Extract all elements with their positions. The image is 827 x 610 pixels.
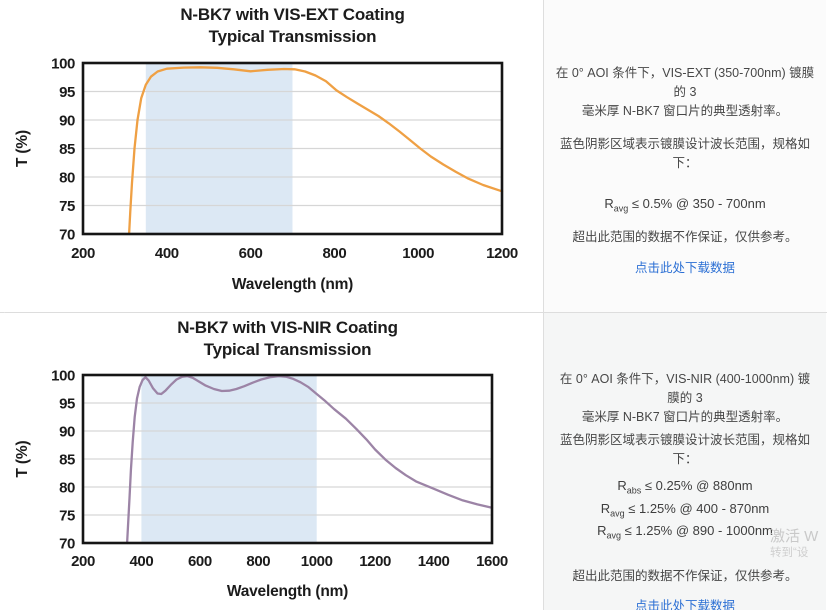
download-data-link[interactable]: 点击此处下载数据 (634, 598, 735, 610)
band-note: 蓝色阴影区域表示镀膜设计波长范围，规格如下： (559, 137, 810, 170)
spec-lines: Ravg ≤ 0.5% @ 350 - 700nm (554, 195, 816, 218)
watermark-line2: 转到“设 (770, 547, 809, 559)
svg-text:1200: 1200 (486, 245, 518, 262)
svg-text:T (%): T (%) (14, 441, 31, 478)
svg-text:70: 70 (59, 536, 75, 553)
svg-text:80: 80 (59, 480, 75, 497)
svg-text:95: 95 (59, 84, 75, 101)
svg-text:1000: 1000 (301, 553, 333, 570)
svg-text:400: 400 (129, 553, 153, 570)
chart-panel-vis-nir: N-BK7 with VIS-NIR Coating Typical Trans… (0, 313, 543, 610)
band-note: 蓝色阴影区域表示镀膜设计波长范围，规格如下： (559, 433, 810, 466)
description-panel-vis-ext: 在 0° AOI 条件下，VIS-EXT (350-700nm) 镀膜的 3 毫… (543, 0, 826, 312)
svg-text:600: 600 (239, 245, 263, 262)
svg-text:70: 70 (59, 227, 75, 244)
description-line1: 在 0° AOI 条件下，VIS-EXT (350-700nm) 镀膜的 3 (555, 66, 815, 99)
svg-text:200: 200 (71, 553, 95, 570)
svg-text:400: 400 (155, 245, 179, 262)
svg-text:1400: 1400 (418, 553, 450, 570)
chart-panel-vis-ext: N-BK7 with VIS-EXT Coating Typical Trans… (0, 0, 543, 312)
svg-text:800: 800 (246, 553, 270, 570)
spec-line: Ravg ≤ 1.25% @ 400 - 870nm (600, 500, 770, 519)
download-data-link[interactable]: 点击此处下载数据 (634, 260, 735, 275)
chart-title-vis-nir: N-BK7 with VIS-NIR Coating Typical Trans… (83, 317, 492, 361)
svg-text:75: 75 (59, 198, 75, 215)
transmission-plot-vis-nir: 70 75 80 85 90 95 100 200 400 600 800 1000 1200 1400 1… (14, 368, 508, 601)
chart-title-line1: N-BK7 with VIS-NIR Coating (177, 318, 398, 337)
svg-text:1000: 1000 (402, 245, 434, 262)
svg-text:85: 85 (59, 452, 75, 469)
svg-text:Wavelength (nm): Wavelength (nm) (227, 583, 348, 600)
spec-lines: Rabs ≤ 0.25% @ 880nm Ravg ≤ 1.25% @ 400 -… (554, 477, 816, 545)
svg-text:1200: 1200 (359, 553, 391, 570)
svg-text:Wavelength (nm): Wavelength (nm) (232, 276, 353, 293)
disclaimer-text: 超出此范围的数据不作保证，仅供参考。 (572, 568, 798, 583)
svg-text:200: 200 (71, 245, 95, 262)
chart-title-line2: Typical Transmission (208, 27, 377, 46)
description-text: 在 0° AOI 条件下，VIS-EXT (350-700nm) 镀膜的 3 毫… (554, 64, 816, 121)
svg-text:1600: 1600 (476, 553, 508, 570)
description-line2: 毫米厚 N-BK7 窗口片的典型透射率。 (581, 104, 789, 118)
svg-text:85: 85 (59, 141, 75, 158)
svg-text:100: 100 (51, 56, 75, 73)
row-vis-nir: N-BK7 with VIS-NIR Coating Typical Trans… (0, 313, 827, 610)
svg-text:90: 90 (59, 424, 75, 441)
svg-text:100: 100 (51, 368, 75, 385)
svg-text:75: 75 (59, 508, 75, 525)
disclaimer-text: 超出此范围的数据不作保证，仅供参考。 (572, 229, 798, 244)
spec-line: Ravg ≤ 1.25% @ 890 - 1000nm (597, 523, 773, 541)
svg-text:95: 95 (59, 396, 75, 413)
spec-line: Ravg ≤ 0.5% @ 350 - 700nm (604, 196, 766, 214)
description-line2: 毫米厚 N-BK7 窗口片的典型透射率。 (581, 410, 789, 424)
description-panel-vis-nir: 在 0° AOI 条件下，VIS-NIR (400-1000nm) 镀膜的 3 … (543, 313, 826, 610)
chart-title-vis-ext: N-BK7 with VIS-EXT Coating Typical Trans… (83, 4, 502, 48)
svg-text:80: 80 (59, 170, 75, 187)
chart-title-line2: Typical Transmission (203, 340, 372, 359)
chart-title-line1: N-BK7 with VIS-EXT Coating (180, 5, 405, 24)
description-line1: 在 0° AOI 条件下，VIS-NIR (400-1000nm) 镀膜的 3 (559, 372, 811, 405)
svg-text:600: 600 (188, 553, 212, 570)
svg-text:800: 800 (322, 245, 346, 262)
svg-text:T (%): T (%) (14, 130, 31, 167)
svg-text:90: 90 (59, 113, 75, 130)
row-vis-ext: N-BK7 with VIS-EXT Coating Typical Trans… (0, 0, 827, 313)
spec-line: Rabs ≤ 0.25% @ 880nm (617, 478, 753, 496)
description-text: 在 0° AOI 条件下，VIS-NIR (400-1000nm) 镀膜的 3 … (554, 370, 816, 427)
transmission-plot-vis-ext: 70 75 80 85 90 95 100 200 400 600 800 1000 1200 T (%)… (14, 56, 518, 294)
